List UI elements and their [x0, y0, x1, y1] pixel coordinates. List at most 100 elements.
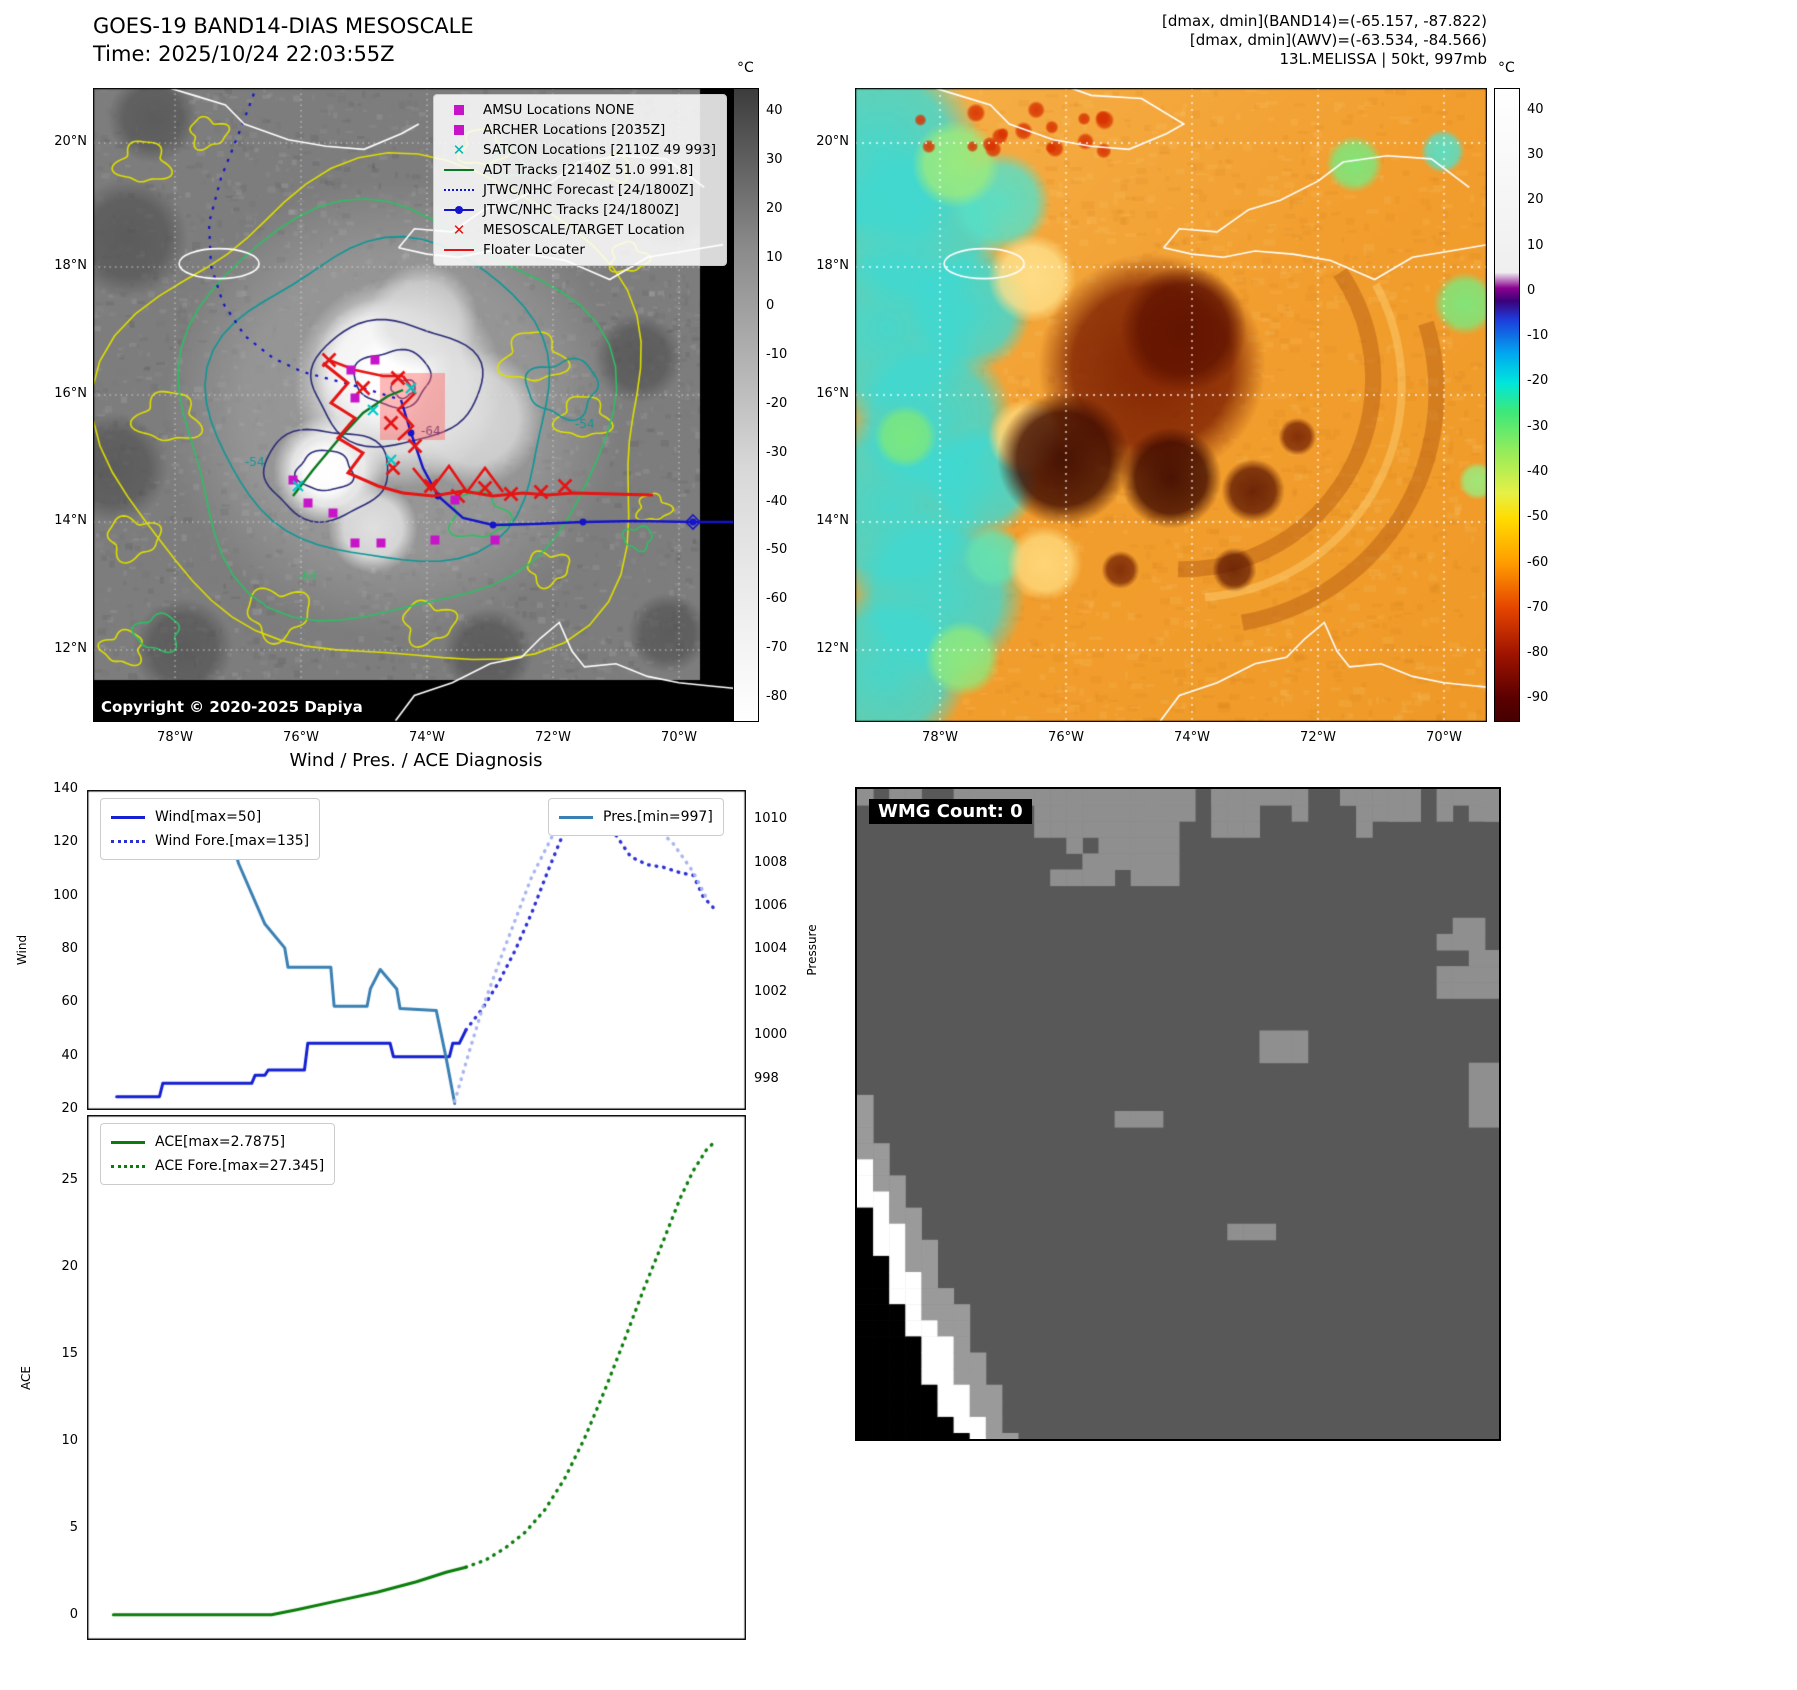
lat-tick-label: 16°N [816, 386, 849, 401]
ace-fore-legend-label: ACE Fore.[max=27.345] [155, 1158, 325, 1174]
ace-ytick-label: 5 [69, 1519, 78, 1535]
colorbar-tick-label: 30 [1527, 146, 1544, 162]
lat-tick-label: 12°N [54, 641, 87, 656]
lon-tick-label: 70°W [661, 730, 697, 745]
wind-ytick-label: 40 [61, 1047, 78, 1063]
line-marker-icon [443, 169, 475, 171]
lat-tick-label: 18°N [816, 258, 849, 273]
band14-legend-item: ✕ MESOSCALE/TARGET Location [443, 220, 717, 240]
colorbar-tick-label: -20 [766, 396, 788, 411]
colorbar-tick-label: -40 [1527, 463, 1549, 479]
pressure-ytick-label: 1006 [754, 897, 788, 913]
lat-tick-label: 20°N [816, 134, 849, 149]
ace-ytick-label: 0 [69, 1606, 78, 1622]
colorbar-tick-label: -40 [766, 493, 788, 509]
colorbar-tick-label: 40 [1527, 101, 1544, 117]
band14-legend-label: JTWC/NHC Tracks [24/1800Z] [483, 202, 680, 218]
pressure-ytick-label: 998 [754, 1070, 779, 1086]
wmg-grid-image [857, 789, 1499, 1439]
colorbar-tick-label: -70 [766, 639, 788, 655]
x-marker-icon: ✕ [452, 141, 466, 159]
ace-ytick-label: 25 [61, 1172, 78, 1188]
ace-fore-line-swatch-icon [111, 1164, 145, 1168]
band14-legend-label: AMSU Locations NONE [483, 102, 635, 118]
wind-legend: Wind[max=50] Wind Fore.[max=135] [100, 798, 321, 860]
band14-legend-label: ARCHER Locations [2035Z] [483, 122, 666, 138]
ace-legend-item: ACE[max=2.7875] [111, 1130, 324, 1154]
colorbar-tick-label: 20 [1527, 192, 1544, 208]
colorbar-tick-label: -20 [1527, 373, 1549, 389]
ace-line-swatch-icon [111, 1140, 145, 1144]
band14-legend-item: JTWC/NHC Tracks [24/1800Z] [443, 200, 717, 220]
copyright-text: Copyright © 2020-2025 Dapiya [101, 698, 363, 716]
ace-axis-label: ACE [19, 1366, 33, 1390]
pres-legend: Pres.[min=997] [548, 798, 724, 836]
lat-tick-label: 20°N [54, 134, 87, 149]
band14-legend-item: ARCHER Locations [2035Z] [443, 120, 717, 140]
band14-legend-label: Floater Locater [483, 242, 585, 258]
ace-chart [87, 1115, 746, 1640]
band14-legend-item: AMSU Locations NONE [443, 100, 717, 120]
colorbar-tick-label: 40 [766, 103, 783, 119]
colorbar-tick-label: -80 [1527, 645, 1549, 661]
band14-legend-item: JTWC/NHC Forecast [24/1800Z] [443, 180, 717, 200]
band14-title: GOES-19 BAND14-DIAS MESOSCALE [93, 14, 474, 38]
wind-fore-legend-label: Wind Fore.[max=135] [155, 833, 310, 849]
square-marker-icon [443, 125, 475, 135]
pressure-ytick-label: 1002 [754, 984, 788, 1000]
colorbar-tick-label: 30 [766, 152, 783, 168]
colorbar-tick-label: 0 [1527, 282, 1536, 298]
lat-tick-label: 18°N [54, 258, 87, 273]
square-marker-icon [443, 105, 475, 115]
lon-tick-label: 72°W [1300, 730, 1336, 745]
dotted-marker-icon [443, 189, 475, 191]
lon-tick-label: 74°W [1174, 730, 1210, 745]
wind-ytick-label: 140 [53, 781, 78, 796]
pressure-ytick-label: 1010 [754, 811, 788, 827]
colorbar-tick-label: -10 [1527, 328, 1549, 344]
storm-id-label: 13L.MELISSA | 50kt, 997mb [1279, 50, 1487, 68]
lat-tick-label: 16°N [54, 386, 87, 401]
colorbar-tick-label: -60 [1527, 554, 1549, 570]
band14-legend-item: Floater Locater [443, 240, 717, 260]
wind-legend-item: Wind[max=50] [111, 805, 309, 829]
ace-ytick-label: 10 [61, 1432, 78, 1448]
pres-legend-label: Pres.[min=997] [603, 809, 713, 825]
wind-fore-line-swatch-icon [111, 839, 145, 843]
awv-colorbar [1494, 88, 1520, 722]
lat-tick-label: 14°N [816, 513, 849, 528]
pressure-ytick-label: 1004 [754, 941, 788, 956]
ace-legend: ACE[max=2.7875] ACE Fore.[max=27.345] [100, 1123, 336, 1185]
ace-fore-legend-item: ACE Fore.[max=27.345] [111, 1154, 324, 1178]
ace-ytick-label: 15 [61, 1345, 78, 1361]
colorbar-tick-label: 0 [766, 298, 775, 314]
lon-tick-label: 78°W [157, 730, 193, 745]
band14-legend-label: JTWC/NHC Forecast [24/1800Z] [483, 182, 694, 198]
awv-colorbar-unit: °C [1498, 60, 1515, 76]
wind-ytick-label: 100 [53, 887, 78, 903]
wind-axis-label: Wind [15, 934, 29, 966]
wind-legend-label: Wind[max=50] [155, 809, 262, 825]
line-marker-icon [443, 249, 475, 251]
wmg-count-label: WMG Count: 0 [869, 799, 1032, 824]
colorbar-tick-label: -30 [1527, 418, 1549, 434]
ace-ytick-label: 20 [61, 1258, 78, 1274]
colorbar-tick-label: 10 [1527, 237, 1544, 253]
wind-ytick-label: 60 [61, 994, 78, 1010]
awv-map [855, 88, 1487, 722]
wind-fore-legend-item: Wind Fore.[max=135] [111, 829, 309, 853]
lat-tick-label: 14°N [54, 513, 87, 528]
pres-line-swatch-icon [559, 815, 593, 819]
lat-tick-label: 12°N [816, 641, 849, 656]
ace-legend-label: ACE[max=2.7875] [155, 1134, 286, 1150]
x-marker-icon: ✕ [452, 221, 466, 239]
pressure-axis-label: Pressure [805, 924, 819, 976]
wmg-panel: WMG Count: 0 [855, 787, 1501, 1441]
lon-tick-label: 72°W [535, 730, 571, 745]
band14-legend-label: SATCON Locations [2110Z 49 993] [483, 142, 716, 158]
colorbar-tick-label: -80 [766, 688, 788, 704]
band14-time: Time: 2025/10/24 22:03:55Z [93, 42, 395, 66]
band14-legend-label: MESOSCALE/TARGET Location [483, 222, 685, 238]
wind-ytick-label: 120 [53, 834, 78, 850]
wind-ytick-label: 80 [61, 941, 78, 956]
